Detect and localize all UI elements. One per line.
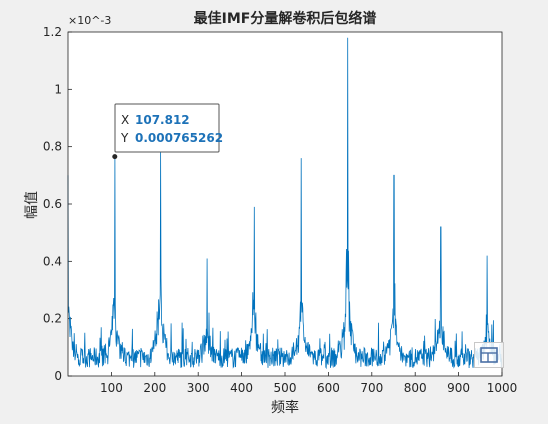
datatip-y-key: Y [120, 131, 129, 145]
y-tick-label: 1.2 [43, 25, 62, 39]
x-tick-label: 200 [143, 381, 166, 395]
datatip[interactable]: X 107.812 Y 0.000765262 [112, 103, 223, 160]
spectrum-line [67, 37, 503, 370]
y-tick-label: 0.4 [43, 254, 62, 268]
x-tick-label: 300 [187, 381, 210, 395]
axis-ticks: 100 200 300 400 500 600 700 800 900 1000 0 0.2 0.4 0.… [43, 25, 517, 395]
axes-background[interactable] [68, 32, 502, 376]
datatip-x-value: 107.812 [135, 113, 190, 127]
y-tick-label: 0.6 [43, 197, 62, 211]
axes-toolbar-icon [480, 347, 498, 363]
datatip-x-key: X [121, 113, 129, 127]
y-exponent-label: ×10^-3 [68, 14, 111, 27]
x-tick-label: 400 [230, 381, 253, 395]
datatip-box [114, 103, 220, 153]
datatip-y-value: 0.000765262 [135, 131, 223, 145]
y-tick-label: 1 [54, 82, 62, 96]
axes-box [67, 31, 503, 377]
y-tick-label: 0.8 [43, 140, 62, 154]
x-tick-label: 500 [274, 381, 297, 395]
x-tick-label: 1000 [487, 381, 518, 395]
x-tick-label: 100 [100, 381, 123, 395]
x-tick-label: 600 [317, 381, 340, 395]
y-axis-label: 幅值 [24, 191, 40, 219]
x-axis-label: 频率 [271, 399, 299, 416]
x-tick-label: 900 [447, 381, 470, 395]
y-tick-label: 0.2 [43, 312, 62, 326]
x-tick-label: 800 [404, 381, 427, 395]
datatip-marker[interactable] [112, 154, 118, 160]
chart-title: 最佳IMF分量解卷积后包络谱 [194, 10, 377, 27]
x-tick-label: 700 [360, 381, 383, 395]
axes-toolbar-button[interactable] [474, 342, 504, 368]
y-tick-label: 0 [54, 369, 62, 383]
